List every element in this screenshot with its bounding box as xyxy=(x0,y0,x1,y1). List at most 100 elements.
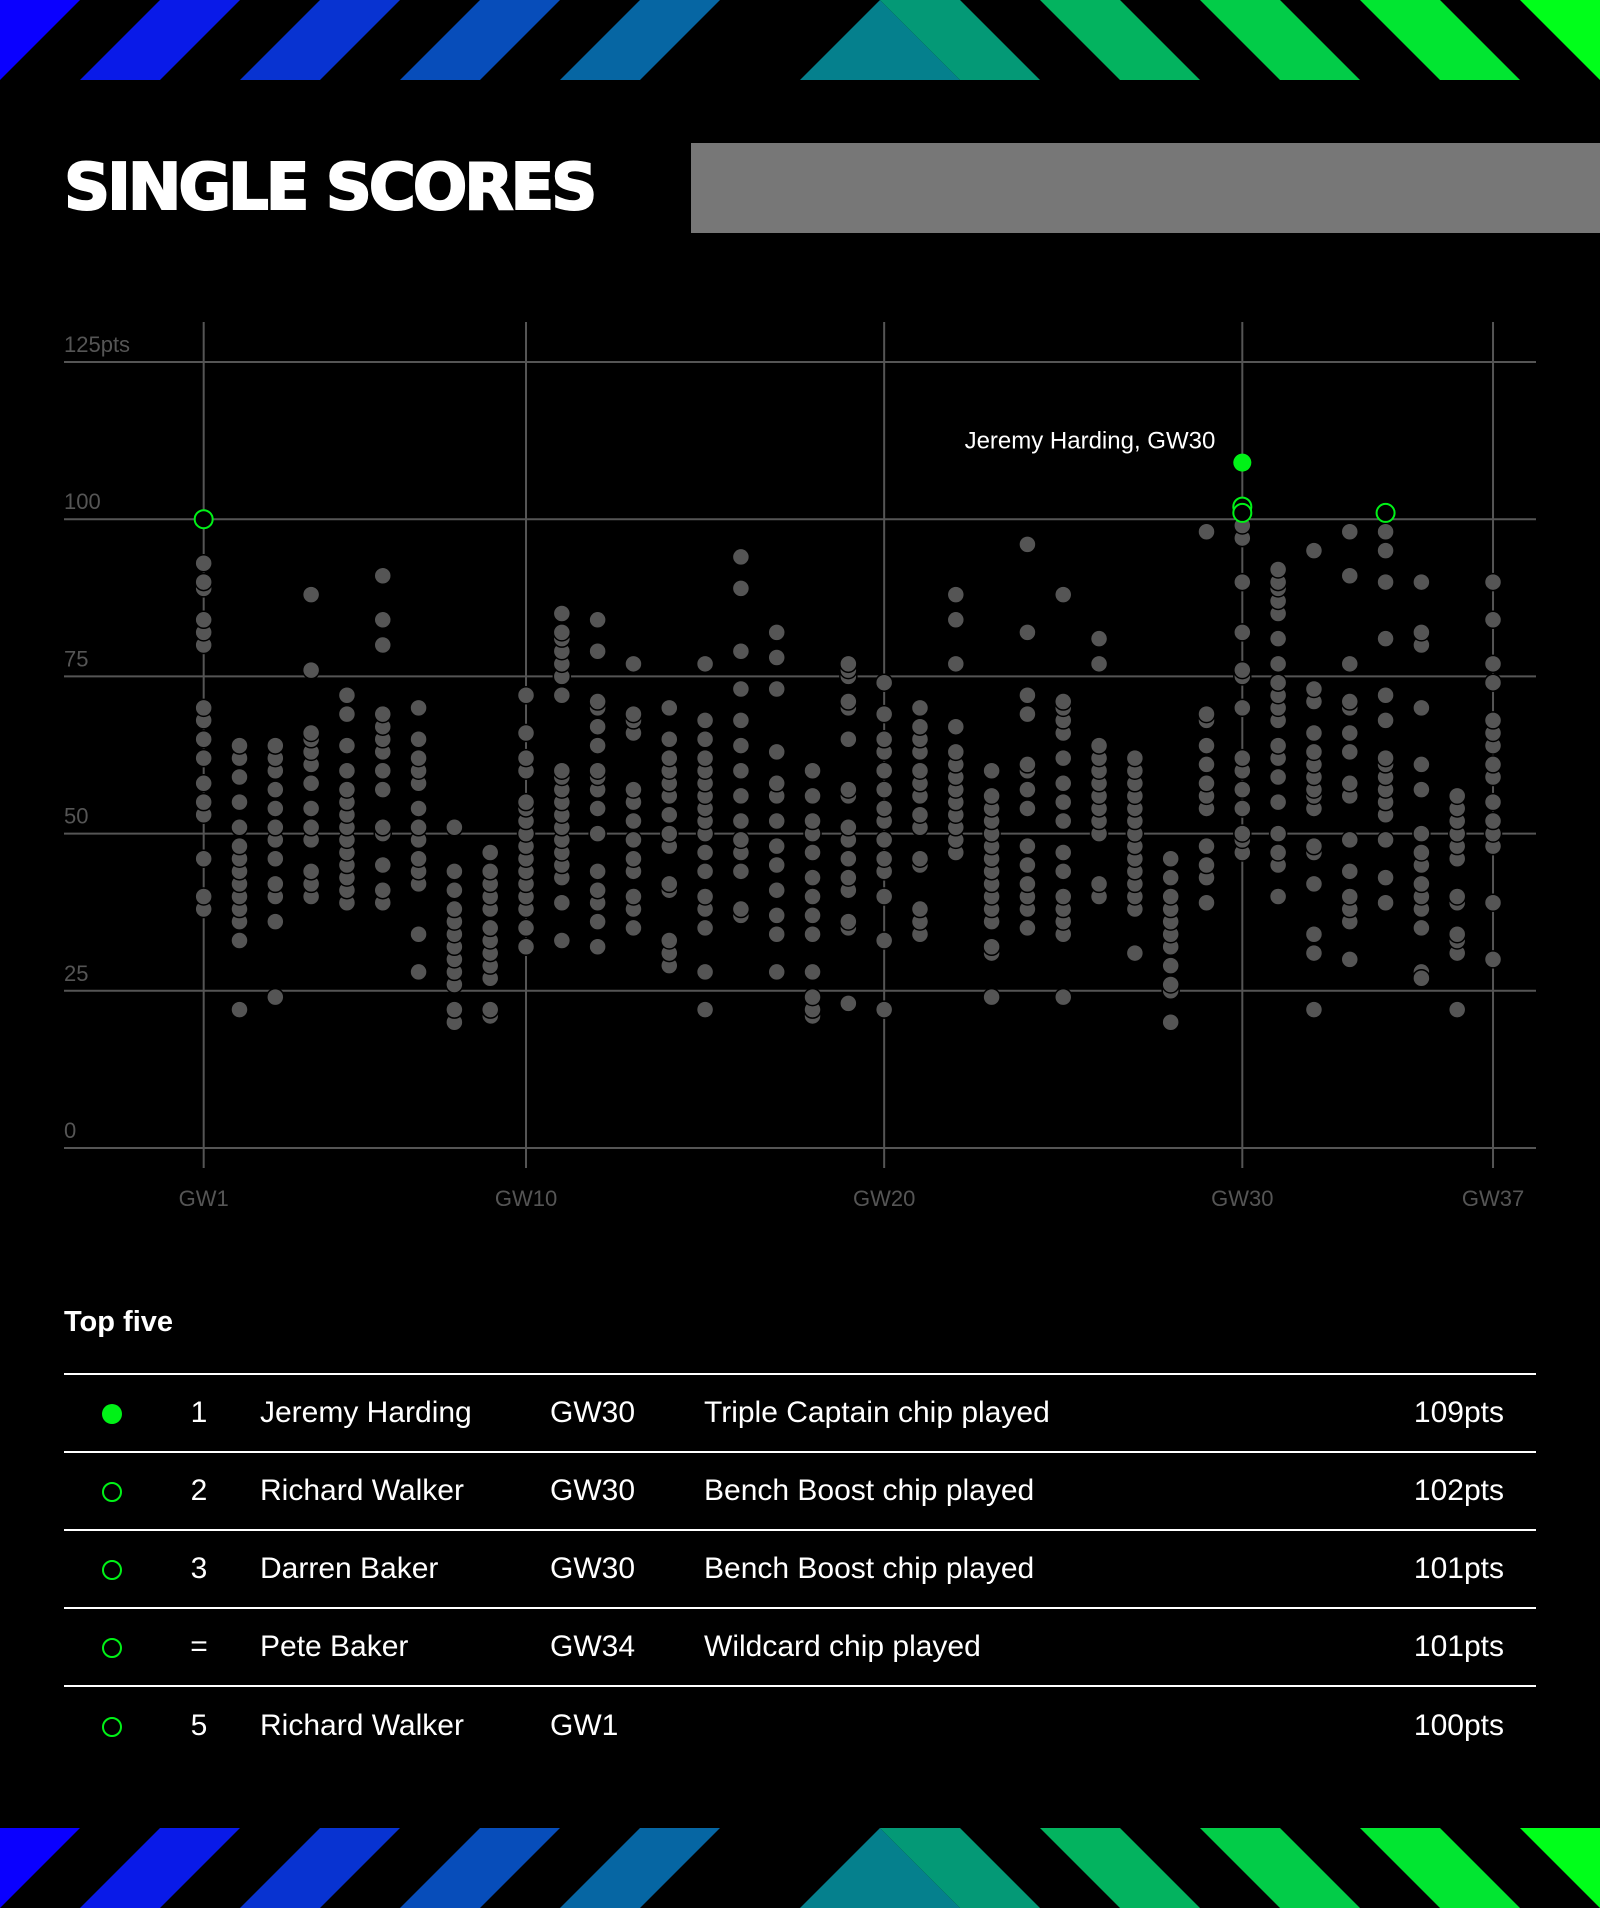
score-point xyxy=(1340,830,1360,850)
score-point xyxy=(695,711,715,730)
score-point xyxy=(409,799,428,818)
score-point xyxy=(373,635,393,655)
score-point xyxy=(839,654,858,674)
score-point xyxy=(480,862,500,881)
score-point xyxy=(660,824,679,843)
score-point xyxy=(1233,660,1252,680)
score-point xyxy=(1483,673,1503,692)
score-point xyxy=(660,748,679,768)
score-point xyxy=(695,654,715,674)
manager-name: Darren Baker xyxy=(260,1552,439,1585)
stripe-shape xyxy=(400,1828,560,1908)
stripe-shape xyxy=(400,0,560,80)
score-point xyxy=(301,818,321,837)
score-marker-icon xyxy=(102,1482,122,1503)
score-point xyxy=(337,686,357,705)
score-point xyxy=(588,761,607,780)
score-point xyxy=(194,748,213,768)
points: 102pts xyxy=(1413,1474,1504,1507)
annotation-label: Jeremy Harding, GW30 xyxy=(965,428,1216,455)
top-five-row: 2 Richard Walker GW30 Bench Boost chip play… xyxy=(64,1452,1536,1530)
score-point xyxy=(731,736,751,755)
score-point xyxy=(445,862,464,881)
page-title-wrap: SINGLE SCORES xyxy=(63,143,598,233)
score-point xyxy=(1268,673,1288,692)
score-point xyxy=(1483,572,1503,592)
score-point xyxy=(301,774,321,793)
score-point xyxy=(624,654,643,674)
score-point xyxy=(1483,950,1503,969)
score-point xyxy=(1268,560,1288,579)
score-point xyxy=(1089,629,1109,648)
score-point xyxy=(588,641,607,661)
score-point xyxy=(337,761,357,780)
score-point xyxy=(624,849,643,869)
score-point xyxy=(874,730,894,749)
score-point xyxy=(803,786,822,806)
score-point xyxy=(1376,522,1395,542)
highlight-point xyxy=(1233,453,1252,472)
score-point xyxy=(660,698,679,718)
score-point xyxy=(1233,748,1252,768)
score-point xyxy=(301,799,321,818)
score-point xyxy=(1412,698,1431,718)
stripe-shape xyxy=(80,0,240,80)
y-tick-label: 100 xyxy=(64,489,101,514)
score-point xyxy=(767,648,786,667)
y-tick-label: 50 xyxy=(64,804,88,829)
decorative-stripe-band-bottom xyxy=(0,1828,1600,1908)
score-point xyxy=(373,566,393,586)
score-point xyxy=(839,994,858,1013)
score-point xyxy=(1018,535,1037,554)
top-five-row: 3 Darren Baker GW30 Bench Boost chip played… xyxy=(64,1530,1536,1608)
score-point xyxy=(1447,887,1467,906)
score-point xyxy=(588,880,607,900)
score-point xyxy=(731,786,751,806)
score-point xyxy=(1304,1000,1324,1019)
score-point xyxy=(1376,830,1395,850)
score-point xyxy=(1268,824,1288,843)
score-point xyxy=(1340,723,1360,743)
score-marker xyxy=(64,1452,160,1530)
score-point xyxy=(1412,755,1431,774)
score-point xyxy=(839,692,858,711)
score-point xyxy=(588,717,607,736)
score-point xyxy=(1483,811,1503,831)
stripe-shape xyxy=(80,1828,240,1908)
score-point xyxy=(409,962,428,982)
score-point xyxy=(1483,711,1503,730)
score-point xyxy=(1089,874,1109,894)
page-title: SINGLE SCORES xyxy=(63,150,598,226)
score-point xyxy=(516,748,536,768)
score-point xyxy=(1304,679,1324,699)
score-point xyxy=(266,780,285,799)
score-point xyxy=(516,937,536,957)
score-point xyxy=(1125,748,1145,768)
score-point xyxy=(1197,893,1216,913)
score-point xyxy=(552,686,572,705)
score-point xyxy=(1412,572,1431,592)
score-point xyxy=(373,704,393,724)
score-point xyxy=(982,987,1001,1007)
top-five-table: 1 Jeremy Harding GW30 Triple Captain chip p… xyxy=(64,1373,1536,1764)
score-point xyxy=(1161,887,1180,906)
score-point xyxy=(874,780,894,799)
score-marker xyxy=(64,1530,160,1608)
score-point xyxy=(910,899,930,919)
gameweek: GW34 xyxy=(550,1630,636,1663)
score-point xyxy=(373,610,393,630)
score-point xyxy=(982,786,1001,806)
score-point xyxy=(588,937,607,957)
score-point xyxy=(552,623,572,642)
score-point xyxy=(767,906,786,925)
score-point xyxy=(194,774,213,793)
score-point xyxy=(946,610,966,630)
score-point xyxy=(337,736,357,755)
score-point xyxy=(1304,943,1324,963)
score-point xyxy=(1304,723,1324,743)
score-point xyxy=(301,862,321,881)
score-point xyxy=(767,924,786,944)
score-point xyxy=(1412,780,1431,799)
score-point xyxy=(516,792,536,812)
stripe-shape xyxy=(240,1828,400,1908)
